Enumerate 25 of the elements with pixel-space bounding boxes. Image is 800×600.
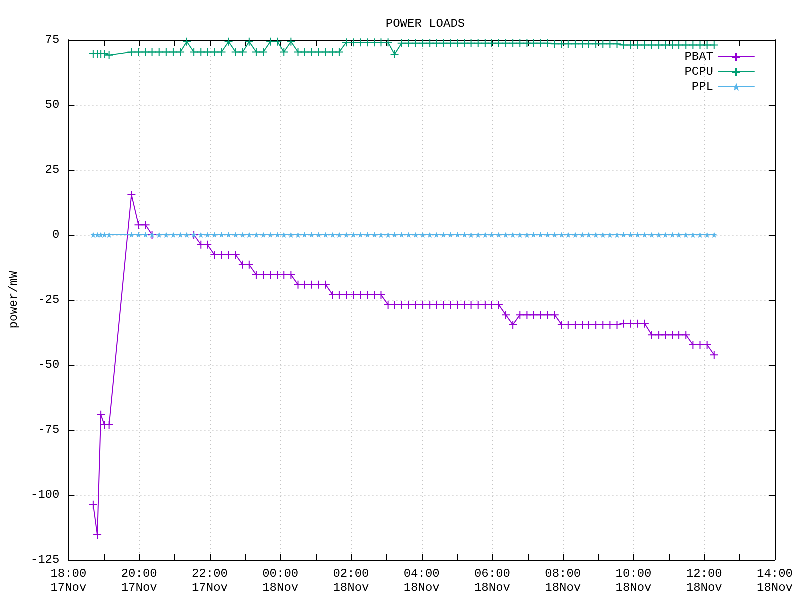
- y-tick-label: 75: [45, 33, 60, 47]
- y-tick-label: -75: [38, 423, 60, 437]
- x-tick-label: 08:00 18Nov: [545, 567, 582, 595]
- y-tick-label: 0: [52, 228, 60, 242]
- x-tick-label: 02:00 18Nov: [333, 567, 370, 595]
- y-tick-label: -25: [38, 293, 60, 307]
- legend-label: PPL: [692, 80, 714, 94]
- legend-label: PBAT: [684, 50, 714, 64]
- y-tick-label: 50: [45, 98, 60, 112]
- x-tick-label: 06:00 18Nov: [474, 567, 510, 595]
- y-tick-label: -50: [38, 358, 60, 372]
- y-tick-label: 25: [45, 163, 60, 177]
- chart-title: POWER LOADS: [386, 17, 466, 31]
- x-tick-label: 22:00 17Nov: [192, 567, 228, 595]
- x-tick-label: 14:00 18Nov: [756, 567, 794, 595]
- x-tick-label: 12:00 18Nov: [686, 567, 722, 595]
- legend-label: PCPU: [684, 65, 714, 79]
- x-tick-label: 18:00 17Nov: [50, 567, 87, 595]
- x-tick-label: 00:00 18Nov: [262, 567, 299, 595]
- y-axis-title: power/mW: [7, 270, 21, 329]
- x-tick-label: 04:00 18Nov: [404, 567, 440, 595]
- y-tick-label: -100: [30, 488, 60, 502]
- y-tick-label: -125: [30, 553, 60, 567]
- x-tick-label: 20:00 17Nov: [121, 567, 158, 595]
- x-tick-label: 10:00 18Nov: [616, 567, 652, 595]
